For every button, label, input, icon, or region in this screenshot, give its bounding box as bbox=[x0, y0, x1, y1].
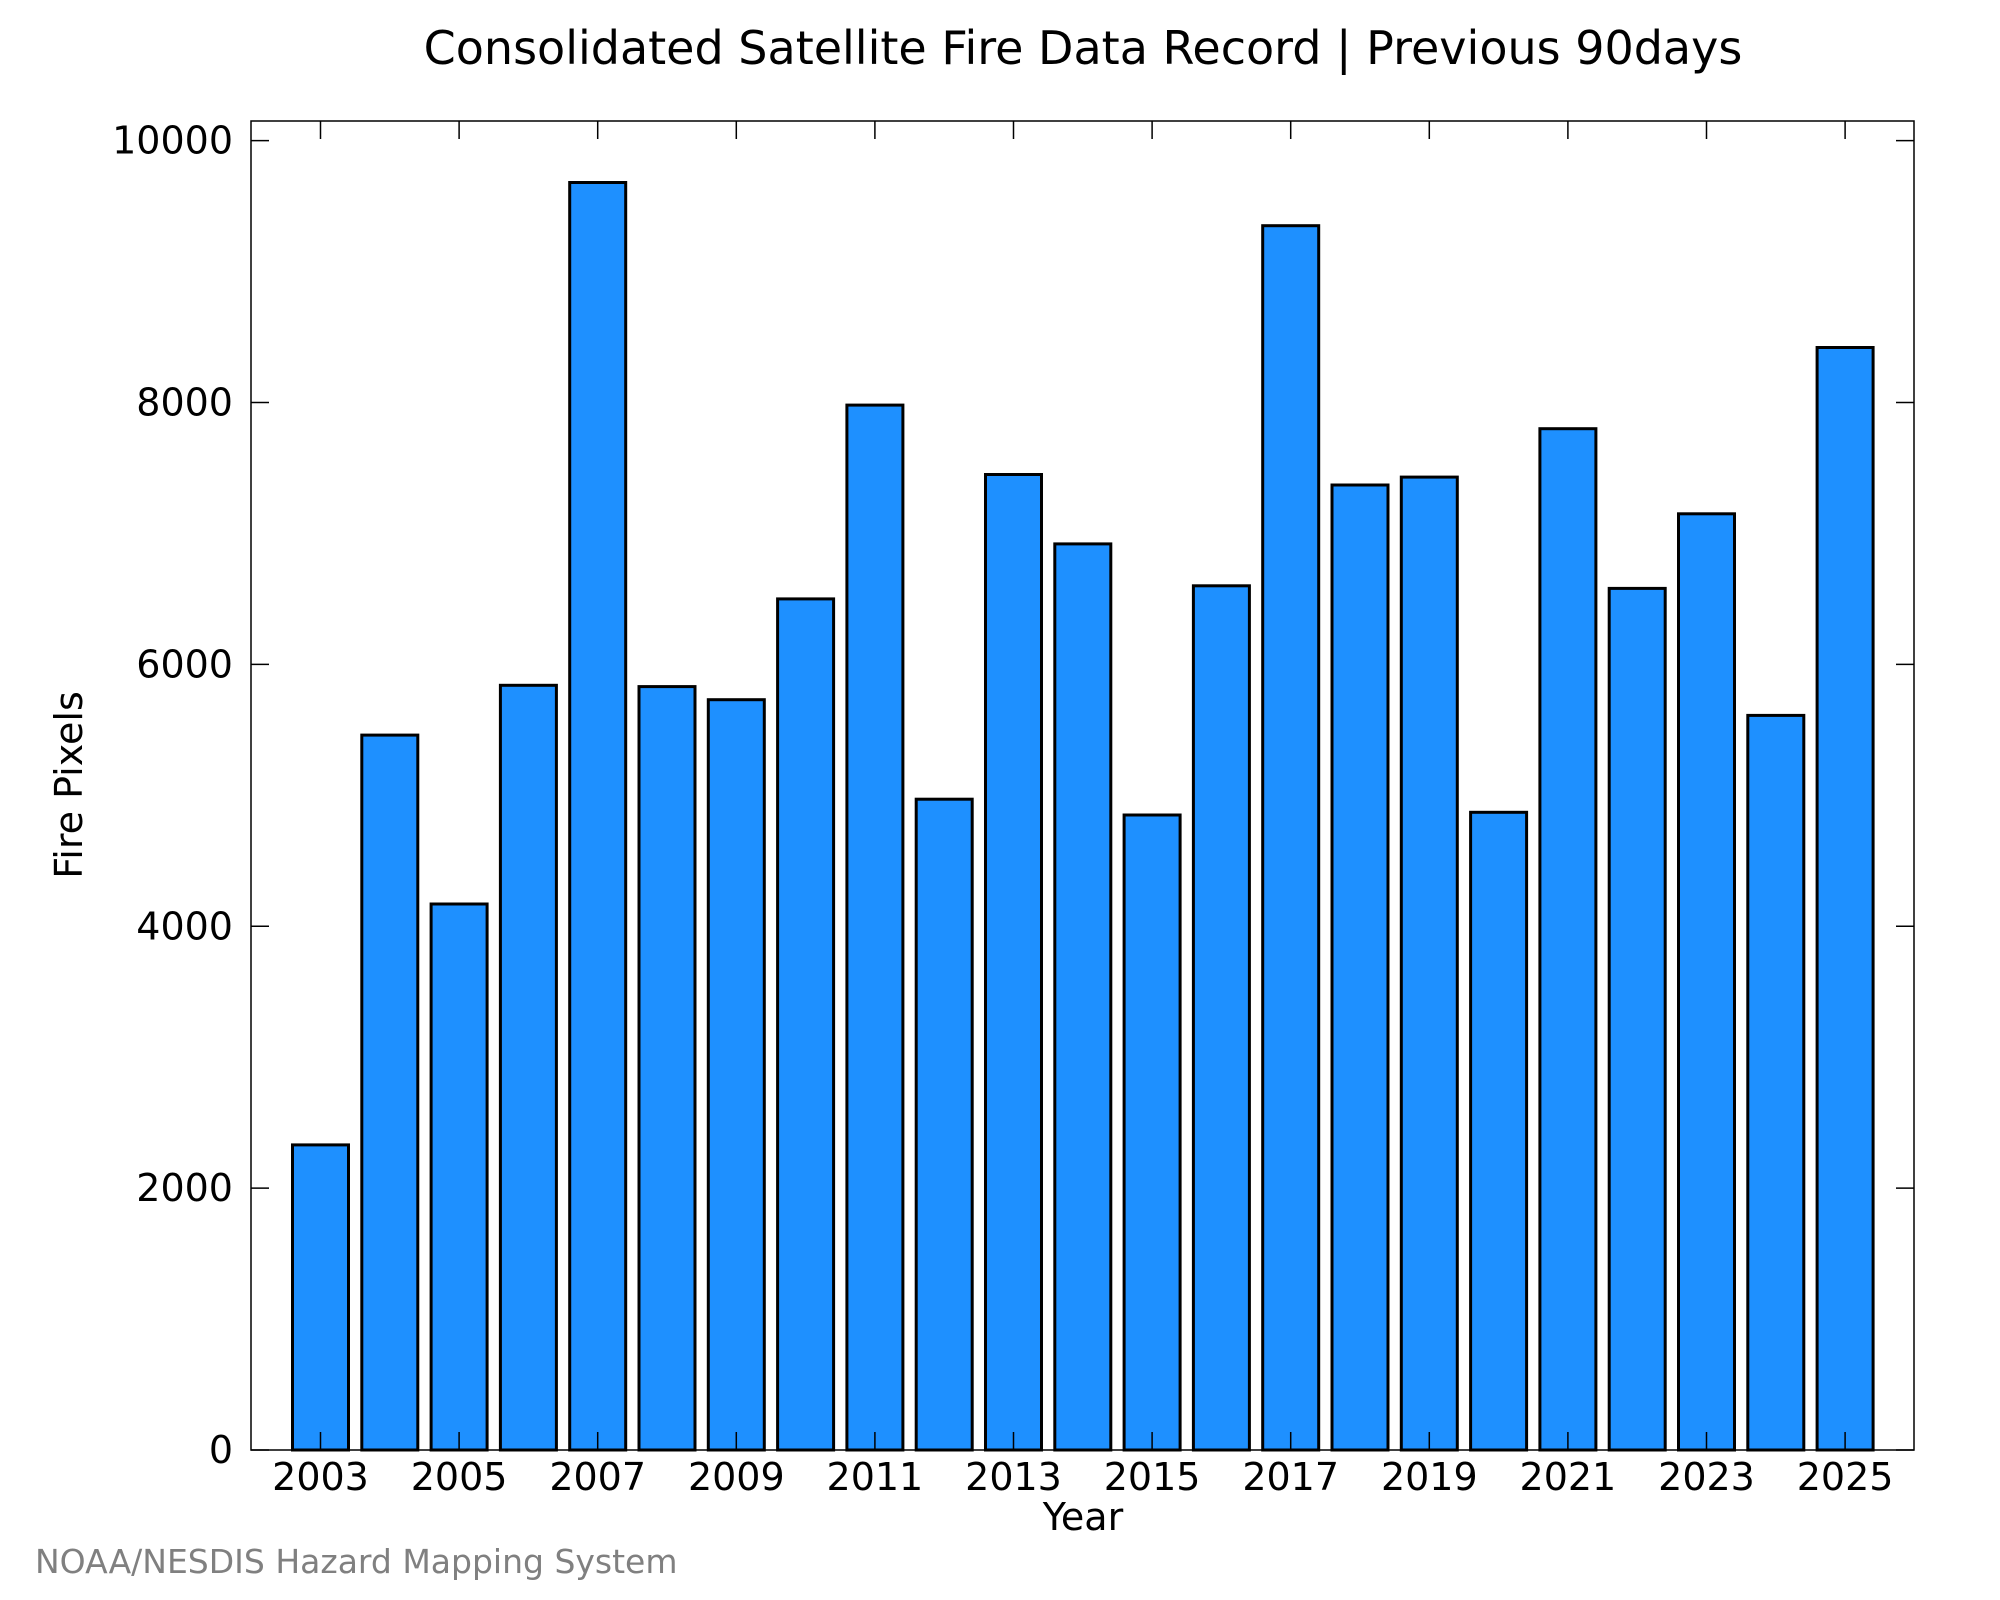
x-tick-label-2009: 2009 bbox=[688, 1455, 785, 1499]
bar-2021 bbox=[1538, 427, 1598, 1452]
bar-2017 bbox=[1261, 224, 1321, 1452]
x-tick-label-2025: 2025 bbox=[1797, 1455, 1894, 1499]
chart-title: Consolidated Satellite Fire Data Record … bbox=[424, 21, 1743, 76]
x-tick-label-2011: 2011 bbox=[827, 1455, 924, 1499]
bar-2003 bbox=[291, 1143, 350, 1452]
bar-2009 bbox=[706, 698, 766, 1452]
x-tick-label-2003: 2003 bbox=[272, 1455, 369, 1499]
bar-2005 bbox=[429, 902, 489, 1452]
bar-2020 bbox=[1469, 810, 1529, 1452]
y-tick-label-4000: 4000 bbox=[136, 904, 233, 948]
bar-2007 bbox=[568, 181, 628, 1452]
y-tick-label-2000: 2000 bbox=[136, 1166, 233, 1210]
x-tick-label-2023: 2023 bbox=[1658, 1455, 1755, 1499]
bar-2012 bbox=[914, 797, 974, 1452]
bar-2008 bbox=[637, 685, 697, 1452]
y-axis: 0 2000 4000 6000 8000 10000 bbox=[112, 119, 1914, 1472]
y-tick-label-10000: 10000 bbox=[112, 119, 233, 163]
bar-2023 bbox=[1677, 512, 1736, 1452]
credit-text: NOAA/NESDIS Hazard Mapping System bbox=[35, 1542, 678, 1581]
bar-2013 bbox=[984, 473, 1043, 1452]
bar-2024 bbox=[1746, 713, 1806, 1452]
bars-group bbox=[291, 181, 1875, 1452]
y-tick-label-6000: 6000 bbox=[136, 642, 233, 686]
y-axis-label: Fire Pixels bbox=[47, 691, 91, 879]
bar-2018 bbox=[1330, 483, 1390, 1452]
x-axis-label: Year bbox=[1042, 1495, 1124, 1539]
x-tick-label-2013: 2013 bbox=[965, 1455, 1062, 1499]
bar-2025 bbox=[1815, 346, 1875, 1452]
y-tick-label-8000: 8000 bbox=[136, 381, 233, 425]
bar-2016 bbox=[1191, 584, 1251, 1452]
bar-2019 bbox=[1399, 475, 1459, 1452]
bar-2004 bbox=[360, 733, 420, 1452]
x-tick-label-2007: 2007 bbox=[549, 1455, 646, 1499]
x-tick-label-2021: 2021 bbox=[1520, 1455, 1617, 1499]
plot-frame bbox=[250, 120, 1915, 1451]
y-tick-label-0: 0 bbox=[209, 1428, 233, 1472]
x-tick-label-2019: 2019 bbox=[1381, 1455, 1478, 1499]
bar-2014 bbox=[1053, 542, 1113, 1452]
bar-2022 bbox=[1607, 586, 1667, 1452]
x-axis: 2003 2005 2007 2009 2011 2013 2015 2017 2019 2021… bbox=[272, 121, 1893, 1499]
bar-2015 bbox=[1122, 813, 1182, 1452]
bar-2010 bbox=[776, 597, 836, 1452]
bar-2011 bbox=[845, 403, 905, 1452]
x-tick-label-2015: 2015 bbox=[1104, 1455, 1201, 1499]
x-tick-label-2005: 2005 bbox=[411, 1455, 508, 1499]
x-tick-label-2017: 2017 bbox=[1242, 1455, 1339, 1499]
bar-2006 bbox=[498, 683, 558, 1452]
